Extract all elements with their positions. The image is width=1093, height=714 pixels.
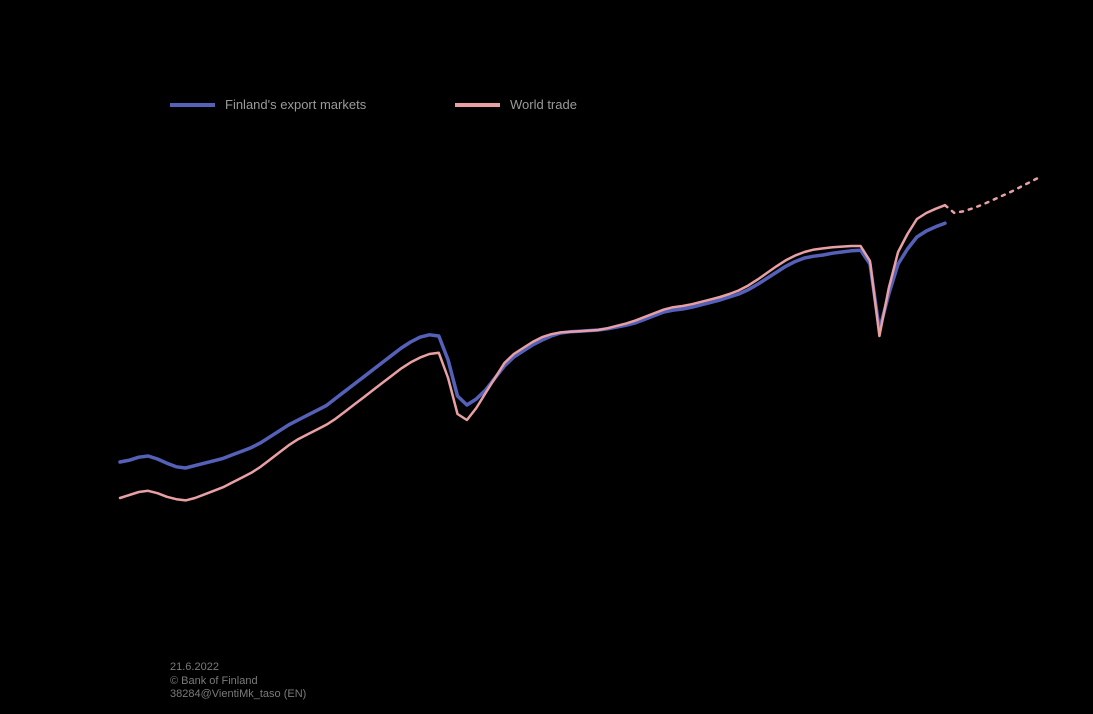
series-world-trade-actual — [120, 205, 945, 500]
series-finland-export-markets — [120, 223, 945, 468]
legend-label: Finland's export markets — [225, 97, 367, 112]
chart-footer: 21.6.2022 © Bank of Finland 38284@Vienti… — [170, 661, 306, 702]
footer-date: 21.6.2022 — [170, 661, 306, 675]
footer-ref: 38284@VientiMk_taso (EN) — [170, 688, 306, 702]
legend-label: World trade — [510, 97, 577, 112]
chart-container: Finland's export markets World trade 21.6… — [0, 0, 1093, 714]
footer-copyright: © Bank of Finland — [170, 675, 306, 689]
chart-svg: Finland's export markets World trade — [0, 0, 1093, 714]
series-world-trade-forecast — [945, 178, 1039, 213]
